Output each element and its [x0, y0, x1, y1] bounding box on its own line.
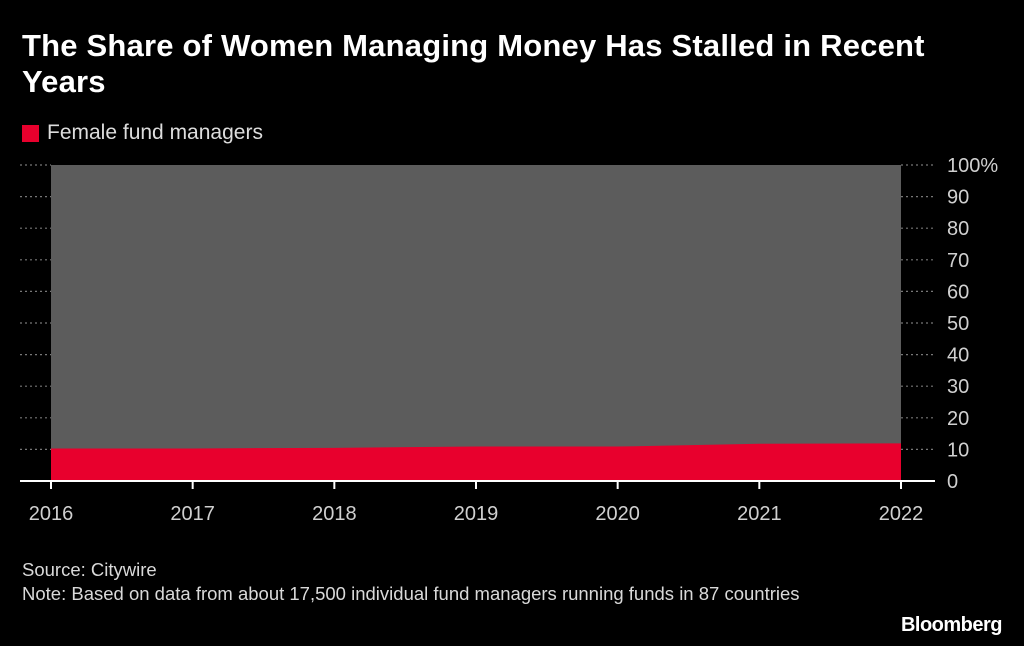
y-tick-label: 30	[947, 376, 969, 398]
legend-label-female: Female fund managers	[47, 121, 263, 144]
y-tick-label: 10	[947, 439, 969, 461]
x-tick-label: 2018	[312, 503, 357, 525]
legend: Female fund managers	[22, 121, 263, 145]
source-text: Source: Citywire	[22, 559, 157, 580]
y-tick-label: 70	[947, 250, 969, 272]
x-tick-label: 2021	[737, 503, 782, 525]
remainder-area	[51, 165, 901, 481]
footer: Source: Citywire Note: Based on data fro…	[22, 558, 842, 606]
y-tick-label: 90	[947, 187, 969, 209]
y-tick-label: 100%	[947, 155, 998, 177]
chart-title: The Share of Women Managing Money Has St…	[22, 28, 925, 99]
series-area-female	[51, 443, 901, 481]
x-tick-label: 2019	[454, 503, 499, 525]
x-tick-label: 2020	[595, 503, 640, 525]
y-tick-label: 20	[947, 408, 969, 430]
x-tick-label: 2022	[879, 503, 924, 525]
y-tick-label: 60	[947, 281, 969, 303]
legend-swatch-female	[22, 124, 39, 142]
y-tick-label: 0	[947, 471, 958, 493]
note-text: Note: Based on data from about 17,500 in…	[22, 583, 800, 604]
y-tick-label: 80	[947, 218, 969, 240]
x-tick-label: 2017	[170, 503, 215, 525]
x-tick-label: 2016	[29, 503, 74, 525]
y-tick-label: 40	[947, 345, 969, 367]
y-tick-label: 50	[947, 313, 969, 335]
bloomberg-logo: Bloomberg	[900, 614, 1003, 636]
